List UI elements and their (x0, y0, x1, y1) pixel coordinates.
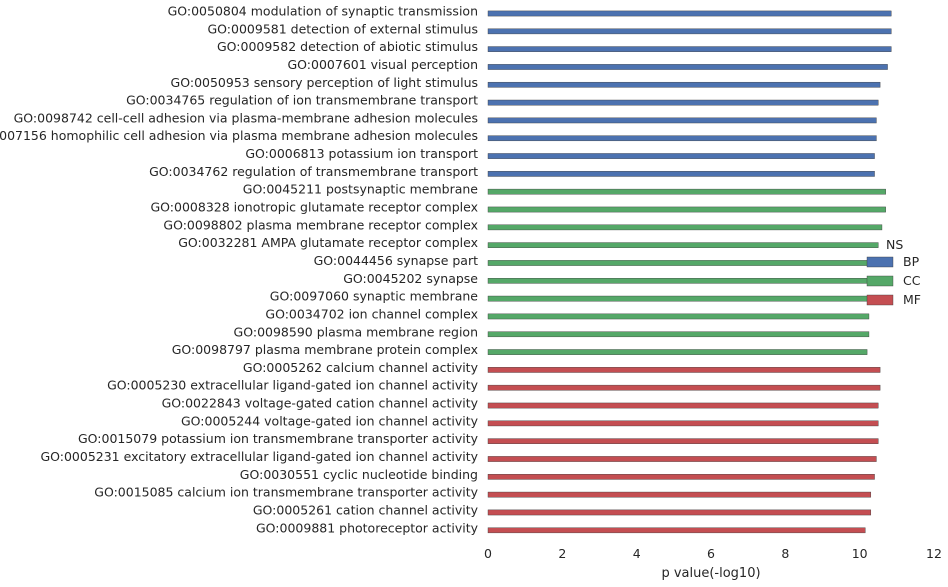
category-label: GO:0005262 calcium channel activity (243, 360, 479, 375)
category-labels: GO:0050804 modulation of synaptic transm… (0, 4, 479, 536)
bar-mf (487, 420, 879, 427)
x-tick-label: 10 (852, 546, 868, 561)
bar-cc (487, 260, 877, 266)
category-label: GO:0022843 voltage-gated cation channel … (162, 396, 479, 411)
category-label: GO:0044456 synapse part (314, 253, 478, 268)
bar-mf (487, 438, 879, 444)
legend-swatch-mf (866, 294, 894, 306)
category-label: GO:0034702 ion channel complex (265, 306, 478, 321)
bar-mf (487, 509, 872, 516)
category-label: GO:0005230 extracellular ligand-gated io… (107, 378, 479, 393)
category-label: GO:0009582 detection of abiotic stimulus (217, 39, 478, 54)
x-tick-label: 8 (781, 546, 789, 561)
bar-cc (487, 313, 870, 320)
bar-cc (487, 295, 872, 302)
category-label: GO:0045202 synapse (343, 271, 478, 286)
legend: NS BP CC MF (866, 237, 921, 307)
bar-cc (487, 242, 879, 248)
x-tick-label: 6 (707, 546, 715, 561)
legend-swatch-bp (866, 256, 894, 268)
category-label: GO:0034765 regulation of ion transmembra… (126, 93, 478, 108)
x-axis: 0 2 4 6 8 10 12 (484, 546, 942, 561)
bar-mf (487, 402, 879, 409)
category-label: GO:0034762 regulation of transmembrane t… (149, 164, 478, 179)
category-label: GO:0098742 cell-cell adhesion via plasma… (14, 110, 478, 125)
legend-swatch-cc (866, 275, 894, 287)
legend-label-cc: CC (903, 273, 921, 288)
category-label: GO:0045211 postsynaptic membrane (243, 182, 479, 197)
category-label: GO:0005231 excitatory extracellular liga… (40, 449, 478, 464)
bar-bp (487, 46, 892, 52)
category-label: GO:0015079 potassium ion transmembrane t… (78, 431, 479, 446)
category-label: GO:0009581 detection of external stimulu… (208, 21, 479, 36)
category-label: GO:0005261 cation channel activity (253, 502, 479, 517)
legend-label-mf: MF (903, 292, 921, 307)
bar-bp (487, 10, 892, 17)
bar-mf (487, 456, 877, 462)
category-label: GO:0050953 sensory perception of light s… (171, 75, 478, 90)
legend-title: NS (886, 237, 903, 252)
category-label: GO:0008328 ionotropic glutamate receptor… (151, 200, 479, 215)
bar-cc (487, 224, 883, 231)
bar-mf (487, 527, 866, 534)
category-label: GO:0005244 voltage-gated ion channel act… (181, 413, 479, 428)
bar-bp (487, 153, 875, 159)
x-tick-label: 2 (558, 546, 566, 561)
category-label: GO:0030551 cyclic nucleotide binding (240, 467, 478, 482)
bar-cc (487, 206, 886, 213)
category-label: GO:0098590 plasma membrane region (234, 324, 478, 339)
bar-cc (487, 278, 875, 284)
x-axis-label: p value(-log10) (661, 566, 760, 581)
bar-bp (487, 81, 881, 88)
category-label: GO:0032281 AMPA glutamate receptor compl… (178, 235, 478, 250)
bar-bp (487, 28, 892, 35)
bar-cc (487, 331, 870, 338)
bar-mf (487, 474, 875, 480)
category-label: GO:0097060 synaptic membrane (270, 289, 479, 304)
bar-bp (487, 117, 877, 124)
bar-bp (487, 99, 879, 106)
bar-cc (487, 188, 886, 195)
bar-bp (487, 135, 877, 142)
bar-cc (487, 349, 868, 355)
bar-mf (487, 384, 881, 391)
category-label: GO:0009881 photoreceptor activity (256, 520, 479, 535)
bar-mf (487, 491, 872, 498)
category-label: GO:0015085 calcium ion transmembrane tra… (94, 485, 478, 500)
category-label: GO:0098802 plasma membrane receptor comp… (163, 217, 478, 232)
category-label: GO:0006813 potassium ion transport (245, 146, 478, 161)
bar-mf (487, 367, 881, 373)
bar-bp (487, 64, 888, 70)
category-label: GO:0007601 visual perception (287, 57, 478, 72)
category-label: GO:0050804 modulation of synaptic transm… (168, 4, 478, 19)
bars-layer (487, 10, 892, 534)
x-tick-label: 0 (484, 546, 492, 561)
legend-label-bp: BP (903, 254, 920, 269)
category-label: GO:0007156 homophilic cell adhesion via … (0, 128, 478, 143)
x-tick-label: 12 (926, 546, 942, 561)
x-tick-label: 4 (633, 546, 641, 561)
bar-bp (487, 171, 875, 177)
category-label: GO:0098797 plasma membrane protein compl… (172, 342, 478, 357)
